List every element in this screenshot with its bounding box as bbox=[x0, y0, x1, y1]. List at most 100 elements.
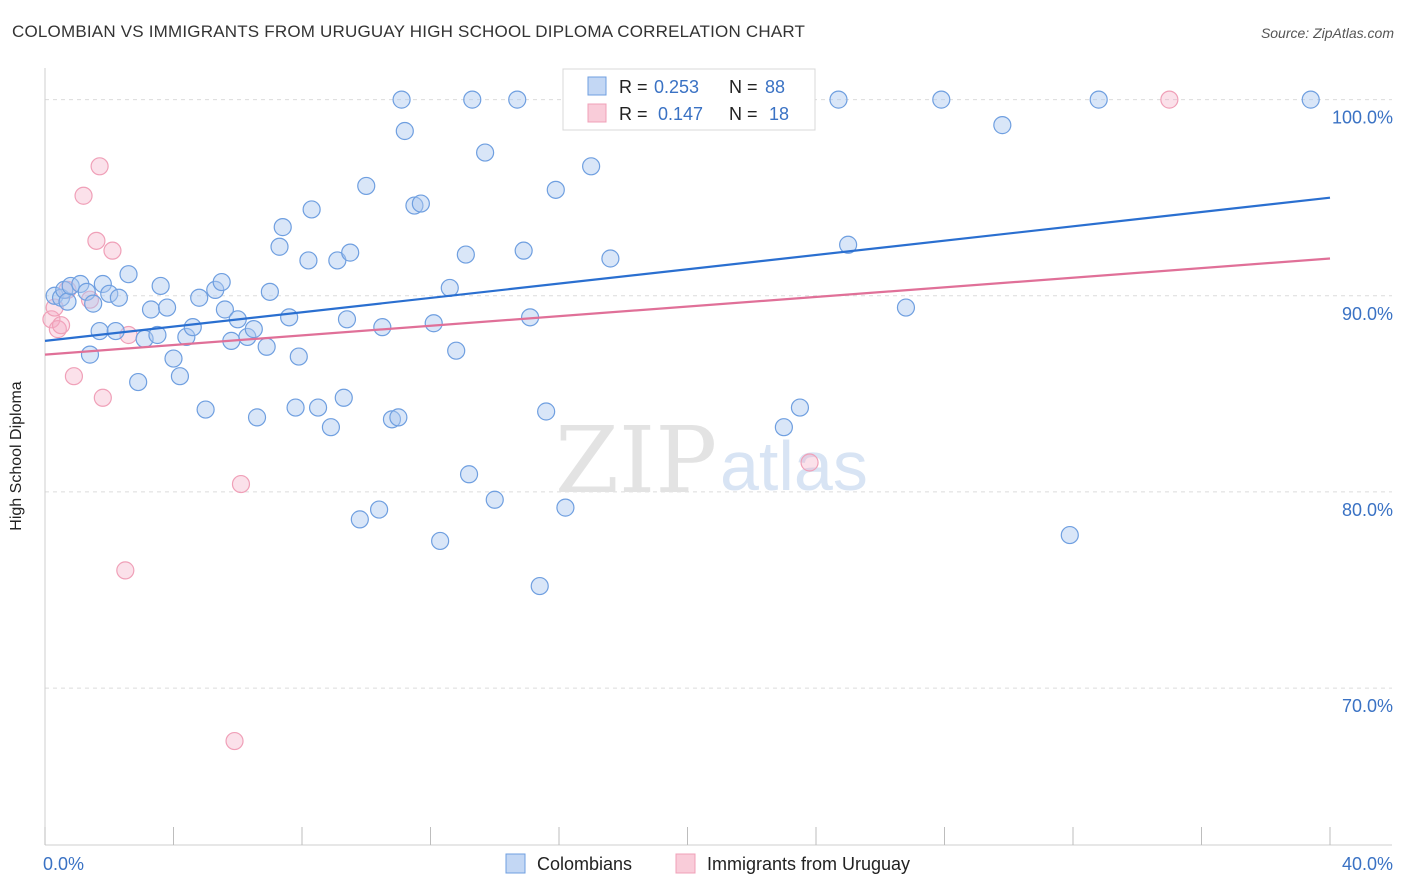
data-point-uruguay bbox=[74, 186, 93, 205]
y-tick-label: 100.0% bbox=[1332, 108, 1393, 128]
data-point-colombians bbox=[119, 265, 138, 284]
data-point-colombians bbox=[280, 308, 299, 327]
data-point-uruguay bbox=[90, 157, 109, 176]
legend-r-label-2: R = bbox=[619, 104, 648, 124]
series-legend-swatch-colombians bbox=[505, 853, 526, 874]
data-point-colombians bbox=[463, 90, 482, 109]
data-point-colombians bbox=[993, 116, 1012, 135]
legend: R = 0.253 N = 88 R = 0.147 N = 18 bbox=[562, 68, 816, 131]
data-point-colombians bbox=[440, 278, 459, 298]
data-point-colombians bbox=[270, 237, 289, 256]
data-point-colombians bbox=[546, 180, 565, 199]
x-tick-label: 0.0% bbox=[43, 854, 84, 874]
trend-line-colombians bbox=[44, 196, 1331, 342]
data-point-colombians bbox=[829, 90, 848, 109]
data-point-colombians bbox=[508, 90, 527, 109]
data-point-colombians bbox=[896, 298, 916, 317]
data-point-colombians bbox=[424, 314, 443, 333]
legend-n-value-1: 88 bbox=[765, 77, 785, 97]
series-legend-swatch-uruguay bbox=[675, 853, 696, 874]
x-tick-label: 40.0% bbox=[1342, 854, 1393, 874]
data-point-colombians bbox=[389, 408, 408, 427]
series-legend: Colombians Immigrants from Uruguay bbox=[505, 853, 910, 874]
data-point-colombians bbox=[556, 498, 575, 517]
y-tick-label: 90.0% bbox=[1342, 304, 1393, 324]
data-point-colombians bbox=[289, 347, 308, 366]
data-point-colombians bbox=[247, 408, 267, 427]
data-point-colombians bbox=[183, 318, 202, 337]
chart-title: COLOMBIAN VS IMMIGRANTS FROM URUGUAY HIG… bbox=[12, 22, 806, 41]
data-point-colombians bbox=[308, 398, 328, 417]
data-point-uruguay bbox=[64, 367, 84, 386]
data-point-colombians bbox=[141, 300, 161, 319]
legend-swatch-colombians bbox=[587, 76, 607, 96]
tick-labels: 100.0% 90.0% 80.0% 70.0% 0.0% 40.0% bbox=[43, 108, 1393, 874]
data-point-colombians bbox=[177, 327, 196, 347]
data-point-uruguay bbox=[1160, 90, 1179, 109]
trend-line-uruguay bbox=[44, 257, 1331, 356]
data-point-colombians bbox=[382, 410, 402, 429]
data-point-uruguay bbox=[51, 316, 71, 335]
data-point-colombians bbox=[373, 318, 392, 337]
data-point-colombians bbox=[395, 121, 414, 141]
data-point-colombians bbox=[80, 345, 100, 364]
source-label: Source: ZipAtlas.com bbox=[1260, 25, 1394, 41]
legend-n-label-1: N = bbox=[729, 77, 758, 97]
data-point-colombians bbox=[90, 321, 109, 341]
data-point-colombians bbox=[411, 194, 430, 213]
data-point-colombians bbox=[337, 310, 357, 329]
data-point-uruguay bbox=[116, 561, 135, 580]
data-point-colombians bbox=[537, 402, 556, 421]
data-point-colombians bbox=[170, 367, 190, 386]
data-point-colombians bbox=[212, 272, 231, 292]
data-point-colombians bbox=[164, 349, 183, 368]
data-point-colombians bbox=[601, 249, 620, 268]
data-point-colombians bbox=[299, 251, 318, 270]
data-point-colombians bbox=[109, 288, 128, 307]
data-point-colombians bbox=[93, 274, 112, 294]
data-point-colombians bbox=[257, 337, 276, 356]
legend-r-value-2: 0.147 bbox=[658, 104, 703, 124]
data-point-colombians bbox=[1060, 525, 1079, 545]
watermark-zip: ZIP bbox=[555, 407, 717, 514]
data-point-colombians bbox=[129, 372, 148, 392]
data-point-colombians bbox=[456, 245, 475, 264]
data-point-colombians bbox=[84, 294, 103, 313]
watermark: ZIP atlas bbox=[555, 407, 868, 514]
data-point-colombians bbox=[459, 465, 479, 484]
data-point-colombians bbox=[1089, 90, 1108, 109]
data-point-colombians bbox=[244, 320, 263, 339]
data-point-colombians bbox=[514, 241, 533, 260]
data-point-colombians bbox=[485, 490, 504, 509]
data-point-colombians bbox=[476, 143, 495, 162]
data-point-colombians bbox=[932, 90, 951, 109]
data-point-colombians bbox=[273, 218, 292, 237]
data-point-colombians bbox=[148, 325, 167, 345]
data-point-colombians bbox=[190, 288, 209, 307]
legend-n-value-2: 18 bbox=[769, 104, 789, 124]
data-point-colombians bbox=[392, 90, 411, 109]
series-legend-label-colombians: Colombians bbox=[537, 854, 632, 874]
y-tick-label: 80.0% bbox=[1342, 500, 1393, 520]
data-point-colombians bbox=[196, 400, 215, 419]
data-point-colombians bbox=[334, 388, 353, 407]
data-point-colombians bbox=[260, 282, 279, 301]
data-point-colombians bbox=[350, 510, 369, 529]
data-point-uruguay bbox=[800, 453, 819, 472]
data-point-uruguay bbox=[103, 241, 122, 260]
data-point-colombians bbox=[286, 398, 305, 417]
trend-lines bbox=[44, 196, 1331, 356]
series-legend-label-uruguay: Immigrants from Uruguay bbox=[707, 854, 910, 874]
data-point-uruguay bbox=[93, 388, 112, 407]
data-point-colombians bbox=[431, 531, 450, 551]
data-point-uruguay bbox=[87, 231, 106, 250]
data-point-colombians bbox=[100, 284, 119, 303]
data-point-colombians bbox=[58, 292, 77, 311]
watermark-atlas: atlas bbox=[720, 427, 868, 505]
gridlines bbox=[45, 99, 1392, 689]
data-point-colombians bbox=[405, 196, 424, 215]
data-point-uruguay bbox=[42, 310, 61, 329]
data-point-colombians bbox=[106, 321, 125, 341]
data-point-colombians bbox=[77, 282, 96, 301]
